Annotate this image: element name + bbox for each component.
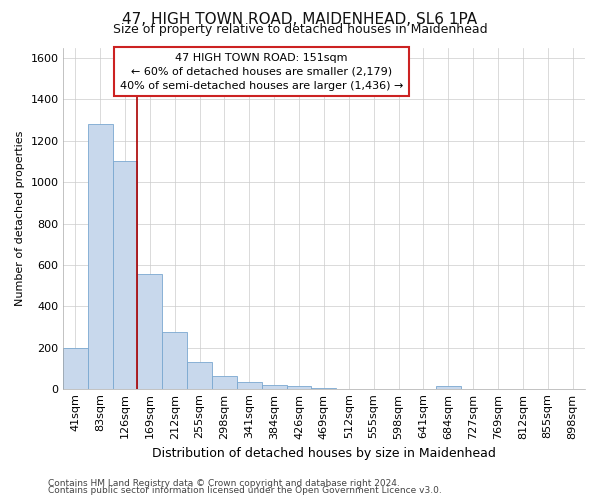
Text: Contains HM Land Registry data © Crown copyright and database right 2024.: Contains HM Land Registry data © Crown c…: [48, 478, 400, 488]
Bar: [262, 385, 287, 390]
Bar: [187, 362, 212, 390]
Bar: [237, 382, 262, 390]
Bar: [311, 388, 337, 390]
Bar: [337, 389, 361, 390]
Bar: [113, 162, 137, 390]
Bar: [212, 376, 237, 390]
Bar: [287, 386, 311, 390]
Bar: [63, 348, 88, 390]
Bar: [88, 124, 113, 390]
Text: Size of property relative to detached houses in Maidenhead: Size of property relative to detached ho…: [113, 22, 487, 36]
Bar: [163, 332, 187, 390]
X-axis label: Distribution of detached houses by size in Maidenhead: Distribution of detached houses by size …: [152, 447, 496, 460]
Text: 47 HIGH TOWN ROAD: 151sqm
← 60% of detached houses are smaller (2,179)
40% of se: 47 HIGH TOWN ROAD: 151sqm ← 60% of detac…: [119, 52, 403, 90]
Text: 47, HIGH TOWN ROAD, MAIDENHEAD, SL6 1PA: 47, HIGH TOWN ROAD, MAIDENHEAD, SL6 1PA: [122, 12, 478, 28]
Y-axis label: Number of detached properties: Number of detached properties: [15, 130, 25, 306]
Bar: [137, 274, 163, 390]
Text: Contains public sector information licensed under the Open Government Licence v3: Contains public sector information licen…: [48, 486, 442, 495]
Bar: [436, 386, 461, 390]
